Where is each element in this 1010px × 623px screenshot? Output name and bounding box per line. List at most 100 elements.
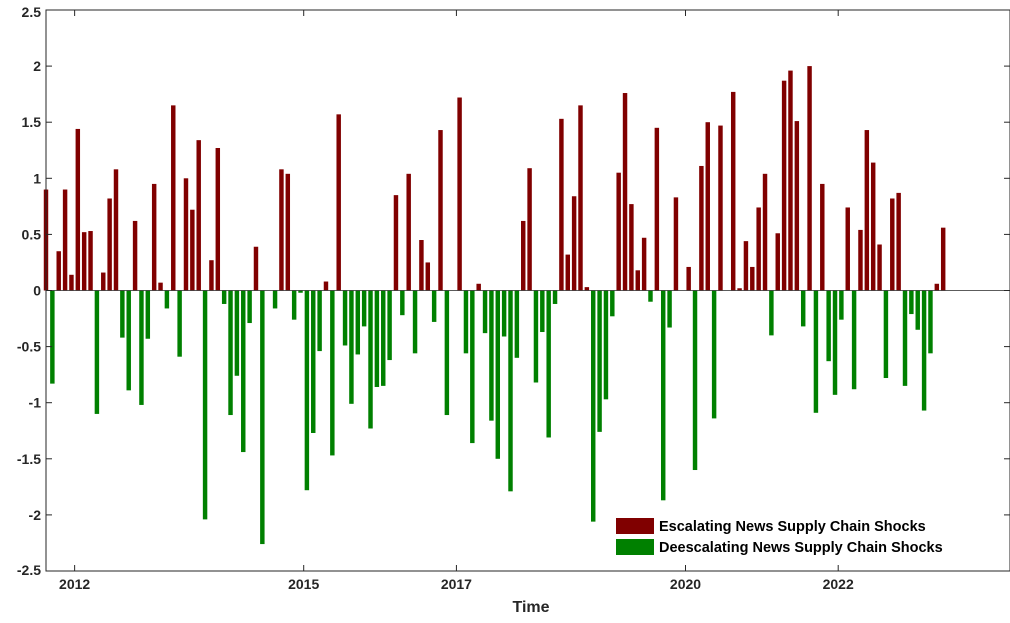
bar-escalating — [132, 220, 138, 291]
bar-deescalating — [412, 290, 418, 354]
bar-escalating — [285, 173, 291, 291]
bar-deescalating — [342, 290, 348, 346]
bar-escalating — [635, 270, 640, 291]
bar-escalating — [654, 127, 660, 291]
bar-escalating — [323, 281, 329, 291]
bar-escalating — [279, 169, 284, 291]
bar-deescalating — [400, 290, 405, 316]
bar-escalating — [750, 266, 755, 291]
bar-escalating — [756, 207, 761, 291]
bar-escalating — [934, 283, 940, 291]
bar-escalating — [622, 93, 628, 291]
bar-deescalating — [470, 290, 475, 444]
bar-escalating — [775, 233, 780, 291]
bar-deescalating — [660, 290, 666, 501]
bar-escalating — [88, 231, 93, 291]
bar-deescalating — [355, 290, 361, 355]
bar-escalating — [730, 91, 736, 291]
bar-deescalating — [431, 290, 437, 322]
bar-escalating — [56, 251, 61, 291]
bar-deescalating — [241, 290, 246, 453]
bar-deescalating — [94, 290, 100, 414]
bar-escalating — [527, 168, 532, 291]
plot-frame — [45, 9, 1010, 572]
bar-escalating — [705, 122, 710, 291]
bar-escalating — [196, 140, 201, 291]
bar-escalating — [209, 260, 214, 291]
bar-escalating — [521, 220, 526, 291]
bar-escalating — [781, 80, 787, 291]
bar-deescalating — [839, 290, 844, 320]
bar-deescalating — [272, 290, 278, 309]
bar-deescalating — [921, 290, 927, 411]
bar-deescalating — [317, 290, 322, 352]
bar-escalating — [425, 262, 431, 291]
bar-escalating — [629, 204, 634, 291]
legend: Escalating News Supply Chain Shocks Dees… — [616, 518, 943, 556]
bar-escalating — [215, 148, 221, 291]
x-tick-label: 2017 — [441, 576, 472, 592]
bar-deescalating — [546, 290, 551, 438]
bar-deescalating — [800, 290, 806, 327]
bar-deescalating — [139, 290, 144, 405]
bar-deescalating — [120, 290, 125, 338]
bar-deescalating — [482, 290, 488, 334]
bar-deescalating — [915, 290, 920, 330]
bar-deescalating — [597, 290, 602, 432]
bars-group — [43, 66, 946, 545]
bar-escalating — [75, 128, 81, 291]
bar-escalating — [699, 165, 704, 291]
bar-escalating — [190, 209, 195, 291]
bar-deescalating — [387, 290, 392, 361]
bar-escalating — [686, 266, 691, 291]
bar-escalating — [807, 66, 812, 291]
x-tick-label: 2022 — [823, 576, 854, 592]
x-axis-label: Time — [512, 599, 549, 616]
y-tick-label: 2.5 — [22, 4, 42, 20]
bar-escalating — [113, 169, 119, 291]
bar-deescalating — [928, 290, 933, 354]
bar-escalating — [788, 70, 793, 291]
y-tick-label: 1.5 — [22, 114, 42, 130]
bar-deescalating — [603, 290, 609, 400]
bar-deescalating — [234, 290, 240, 376]
bar-deescalating — [381, 290, 386, 386]
bar-deescalating — [590, 290, 596, 522]
bar-escalating — [571, 196, 577, 291]
bar-escalating — [476, 283, 481, 291]
bar-escalating — [336, 114, 341, 291]
bar-deescalating — [692, 290, 698, 471]
bar-escalating — [877, 244, 882, 291]
bar-escalating — [253, 246, 259, 291]
bar-deescalating — [711, 290, 717, 419]
bar-escalating — [762, 173, 768, 291]
bar-deescalating — [813, 290, 819, 413]
bar-escalating — [158, 282, 163, 291]
bar-deescalating — [667, 290, 672, 328]
bar-deescalating — [463, 290, 469, 354]
bar-deescalating — [501, 290, 507, 337]
bar-deescalating — [610, 290, 615, 317]
bar-escalating — [457, 97, 462, 291]
bar-escalating — [69, 274, 74, 291]
bar-escalating — [890, 198, 895, 291]
bar-deescalating — [444, 290, 450, 416]
bar-deescalating — [552, 290, 558, 304]
bar-deescalating — [228, 290, 233, 416]
x-tick-labels: 2012 2015 2017 2020 2022 — [59, 576, 854, 592]
legend-label-escalating: Escalating News Supply Chain Shocks — [659, 519, 926, 535]
bar-deescalating — [202, 290, 208, 520]
bar-deescalating — [374, 290, 380, 387]
bar-deescalating — [508, 290, 513, 492]
y-tick-label: 0 — [33, 283, 41, 299]
bar-escalating — [101, 272, 106, 291]
y-tick-label: 1 — [33, 170, 41, 186]
bar-escalating — [406, 173, 411, 291]
legend-swatch-escalating — [616, 518, 654, 534]
bar-escalating — [578, 105, 583, 291]
bar-deescalating — [368, 290, 373, 429]
bar-deescalating — [495, 290, 501, 459]
bar-escalating — [858, 229, 863, 291]
bar-escalating — [794, 121, 800, 291]
